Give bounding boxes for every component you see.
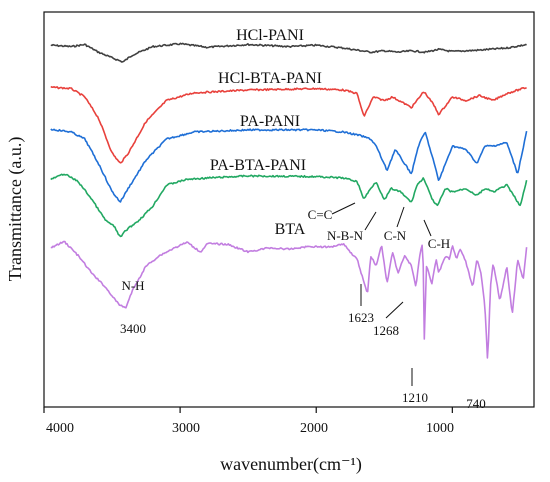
series-line-pa-bta-pani xyxy=(50,173,528,238)
y-axis-title: Transmittance (a.u.) xyxy=(5,137,26,282)
x-tick-label-3000: 3000 xyxy=(172,421,200,436)
x-tick-label-1000: 1000 xyxy=(426,421,454,436)
annotation-1268: 1268 xyxy=(373,323,399,338)
annotation-nh: N-H xyxy=(121,278,144,293)
annotation-cc: C=C xyxy=(308,207,333,222)
series-label-hcl-pani: HCl-PANI xyxy=(236,27,304,44)
annotation-ch: C-H xyxy=(428,236,450,251)
plot-frame xyxy=(43,11,535,408)
arrow-cc xyxy=(331,202,356,215)
x-tick-label-4000: 4000 xyxy=(46,421,74,436)
series-label-pa-pani: PA-PANI xyxy=(240,113,300,130)
series-line-pa-pani xyxy=(50,128,528,203)
series-label-hcl-bta-pani: HCl-BTA-PANI xyxy=(218,70,322,87)
series-label-pa-bta-pani: PA-BTA-PANI xyxy=(210,157,306,174)
series-line-bta xyxy=(50,240,528,359)
annotation-3400: 3400 xyxy=(120,321,146,336)
annotation-1210: 1210 xyxy=(402,390,428,405)
arrow-nbn xyxy=(364,211,377,231)
arrow-cn xyxy=(396,206,405,228)
annotation-cn: C-N xyxy=(384,228,407,243)
series-line-hcl-bta-pani xyxy=(50,85,527,164)
series-label-bta: BTA xyxy=(275,221,306,238)
x-axis-title: wavenumber(cm⁻¹) xyxy=(220,454,362,475)
annotation-nbn: N-B-N xyxy=(327,228,364,243)
series-line-hcl-pani xyxy=(50,42,527,63)
annotation-740: 740 xyxy=(466,396,486,411)
arrow-1268 xyxy=(385,301,404,319)
arrow-ch xyxy=(423,219,432,237)
annotation-1623: 1623 xyxy=(348,310,374,325)
annotation-arrows xyxy=(331,202,432,386)
x-tick-label-2000: 2000 xyxy=(300,421,328,436)
